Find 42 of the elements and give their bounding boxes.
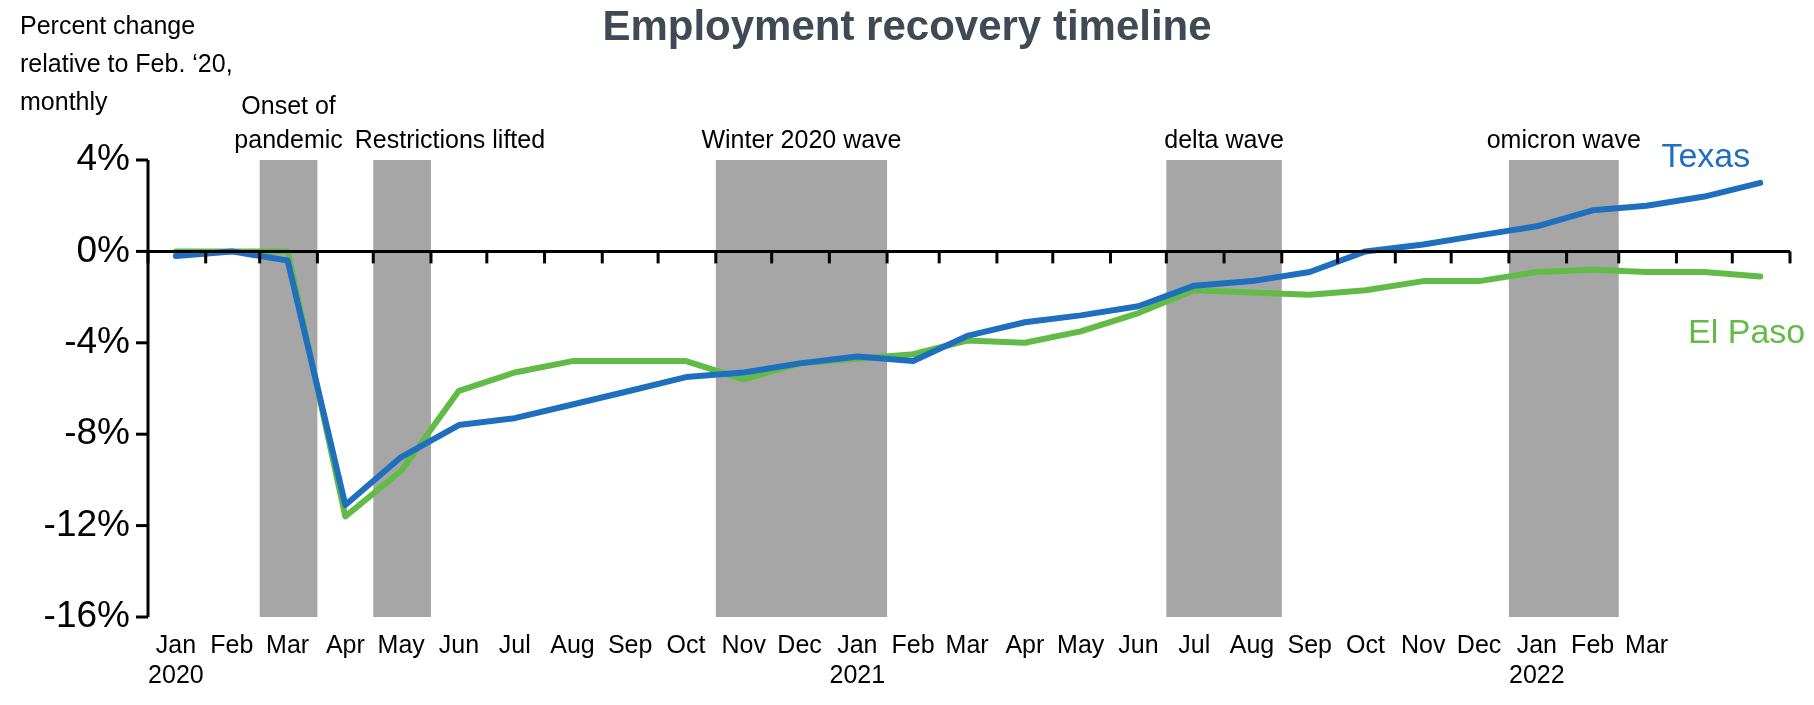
x-tick-label: Nov <box>721 629 767 658</box>
x-tick-label: May <box>1057 629 1105 658</box>
x-tick-label: Jul <box>1178 629 1211 658</box>
y-tick-label: 4% <box>76 137 130 179</box>
y-tick-label: -16% <box>43 594 130 636</box>
x-tick-label: Jul <box>498 629 531 658</box>
y-tick-label: -12% <box>43 502 130 544</box>
x-tick-label: Feb <box>1571 629 1615 658</box>
x-tick-label: Mar <box>266 629 310 658</box>
y-tick-label: 0% <box>76 228 130 270</box>
x-tick-label: Feb <box>891 629 935 658</box>
band-label: delta wave <box>1164 125 1284 154</box>
x-tick-label: Dec <box>777 629 822 658</box>
band-label: Restrictions lifted <box>354 125 546 154</box>
x-tick-label: Jan 2021 <box>829 629 886 688</box>
x-tick-label: Jun <box>438 629 480 658</box>
x-tick-label: May <box>377 629 426 658</box>
y-axis-title: Percent change relative to Feb. ‘20, monthly <box>20 10 233 117</box>
x-tick-label: Apr <box>325 629 365 658</box>
x-tick-label: Nov <box>1401 629 1446 658</box>
x-tick-label: Aug <box>550 629 595 658</box>
x-tick-label: Oct <box>666 629 706 658</box>
x-tick-label: Jun <box>1118 629 1159 658</box>
x-tick-label: Apr <box>1005 629 1045 658</box>
x-tick-label: Aug <box>1229 629 1275 658</box>
x-tick-label: Sep <box>1287 629 1332 658</box>
band-label: omicron wave <box>1486 125 1641 154</box>
x-tick-label: Dec <box>1456 629 1502 658</box>
x-tick-label: Sep <box>607 629 653 658</box>
x-tick-label: Mar <box>945 629 989 658</box>
y-tick-label: -8% <box>64 411 130 453</box>
chart-title: Employment recovery timeline <box>602 2 1212 49</box>
x-tick-label: Jan 2022 <box>1509 629 1565 688</box>
series-label: El Paso <box>1688 311 1806 350</box>
band-label: Onset of pandemic <box>234 91 343 154</box>
x-tick-label: Jan 2020 <box>148 629 204 688</box>
series-label: Texas <box>1661 136 1751 175</box>
x-tick-label: Mar <box>1625 629 1669 658</box>
band-label: Winter 2020 wave <box>701 125 902 154</box>
x-tick-label: Feb <box>210 629 254 658</box>
x-tick-label: Oct <box>1346 629 1386 658</box>
y-tick-label: -4% <box>64 320 130 361</box>
